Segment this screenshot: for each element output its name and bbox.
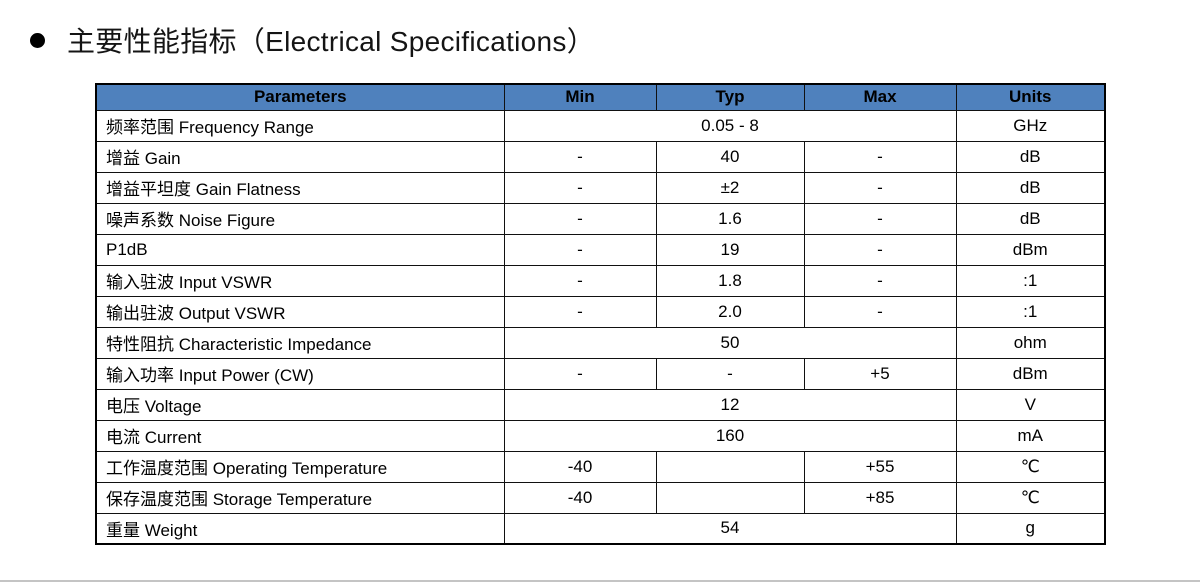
table-row-noise-figure: 噪声系数 Noise Figure - 1.6 - dB <box>95 202 1106 235</box>
cell-units: dB <box>955 202 1106 235</box>
cell-max: - <box>803 140 957 173</box>
cell-merged-value: 160 <box>503 419 957 452</box>
cell-units: dBm <box>955 357 1106 390</box>
cell-min: -40 <box>503 481 657 514</box>
section-title: 主要性能指标（Electrical Specifications） <box>30 20 595 60</box>
table-row-storage-temperature: 保存温度范围 Storage Temperature -40 +85 ℃ <box>95 481 1106 514</box>
cell-max: +85 <box>803 481 957 514</box>
cell-parameter: 特性阻抗 Characteristic Impedance <box>95 326 505 359</box>
cell-max: - <box>803 202 957 235</box>
cell-units: GHz <box>955 109 1106 142</box>
cell-units: dB <box>955 171 1106 204</box>
cell-typ <box>655 481 805 514</box>
cell-units: ℃ <box>955 481 1106 514</box>
cell-units: g <box>955 512 1106 545</box>
cell-merged-value: 54 <box>503 512 957 545</box>
page-bottom-divider <box>0 580 1200 582</box>
cell-max: - <box>803 233 957 266</box>
cell-parameter: 电流 Current <box>95 419 505 452</box>
cell-typ <box>655 450 805 483</box>
cell-min: - <box>503 357 657 390</box>
cell-units: mA <box>955 419 1106 452</box>
table-row-weight: 重量 Weight 54 g <box>95 512 1106 545</box>
cell-parameter: 输入功率 Input Power (CW) <box>95 357 505 390</box>
table-row-operating-temperature: 工作温度范围 Operating Temperature -40 +55 ℃ <box>95 450 1106 483</box>
cell-typ: 1.8 <box>655 264 805 297</box>
cell-typ: 40 <box>655 140 805 173</box>
cell-units: :1 <box>955 295 1106 328</box>
column-header-min: Min <box>503 83 657 111</box>
cell-typ: 2.0 <box>655 295 805 328</box>
cell-parameter: 噪声系数 Noise Figure <box>95 202 505 235</box>
cell-units: ohm <box>955 326 1106 359</box>
bullet-icon <box>30 32 45 48</box>
table-row-p1db: P1dB - 19 - dBm <box>95 233 1106 266</box>
cell-typ: - <box>655 357 805 390</box>
cell-min: - <box>503 264 657 297</box>
cell-max: +5 <box>803 357 957 390</box>
table-row-characteristic-impedance: 特性阻抗 Characteristic Impedance 50 ohm <box>95 326 1106 359</box>
cell-units: ℃ <box>955 450 1106 483</box>
cell-parameter: 重量 Weight <box>95 512 505 545</box>
cell-min: -40 <box>503 450 657 483</box>
cell-min: - <box>503 140 657 173</box>
cell-merged-value: 50 <box>503 326 957 359</box>
cell-min: - <box>503 295 657 328</box>
cell-merged-value: 0.05 - 8 <box>503 109 957 142</box>
cell-max: - <box>803 264 957 297</box>
cell-units: dBm <box>955 233 1106 266</box>
table-row-input-power: 输入功率 Input Power (CW) - - +5 dBm <box>95 357 1106 390</box>
electrical-specifications-table: Parameters Min Typ Max Units 频率范围 Freque… <box>95 83 1106 545</box>
column-header-max: Max <box>803 83 957 111</box>
cell-min: - <box>503 171 657 204</box>
cell-max: +55 <box>803 450 957 483</box>
cell-max: - <box>803 171 957 204</box>
table-row-voltage: 电压 Voltage 12 V <box>95 388 1106 421</box>
cell-typ: ±2 <box>655 171 805 204</box>
cell-parameter: 增益平坦度 Gain Flatness <box>95 171 505 204</box>
cell-parameter: 工作温度范围 Operating Temperature <box>95 450 505 483</box>
table-row-gain-flatness: 增益平坦度 Gain Flatness - ±2 - dB <box>95 171 1106 204</box>
cell-parameter: P1dB <box>95 233 505 266</box>
table-row-output-vswr: 输出驻波 Output VSWR - 2.0 - :1 <box>95 295 1106 328</box>
column-header-parameters: Parameters <box>95 83 505 111</box>
cell-parameter: 输入驻波 Input VSWR <box>95 264 505 297</box>
column-header-typ: Typ <box>655 83 805 111</box>
cell-units: dB <box>955 140 1106 173</box>
table-header-row: Parameters Min Typ Max Units <box>95 83 1106 111</box>
page-title: 主要性能指标（Electrical Specifications） <box>67 26 596 57</box>
cell-typ: 1.6 <box>655 202 805 235</box>
cell-parameter: 输出驻波 Output VSWR <box>95 295 505 328</box>
cell-min: - <box>503 233 657 266</box>
cell-max: - <box>803 295 957 328</box>
cell-min: - <box>503 202 657 235</box>
cell-parameter: 保存温度范围 Storage Temperature <box>95 481 505 514</box>
table-row-input-vswr: 输入驻波 Input VSWR - 1.8 - :1 <box>95 264 1106 297</box>
cell-units: :1 <box>955 264 1106 297</box>
cell-units: V <box>955 388 1106 421</box>
column-header-units: Units <box>955 83 1106 111</box>
cell-parameter: 频率范围 Frequency Range <box>95 109 505 142</box>
cell-typ: 19 <box>655 233 805 266</box>
cell-parameter: 增益 Gain <box>95 140 505 173</box>
table-row-frequency-range: 频率范围 Frequency Range 0.05 - 8 GHz <box>95 109 1106 142</box>
cell-parameter: 电压 Voltage <box>95 388 505 421</box>
cell-merged-value: 12 <box>503 388 957 421</box>
table-row-current: 电流 Current 160 mA <box>95 419 1106 452</box>
table-row-gain: 增益 Gain - 40 - dB <box>95 140 1106 173</box>
